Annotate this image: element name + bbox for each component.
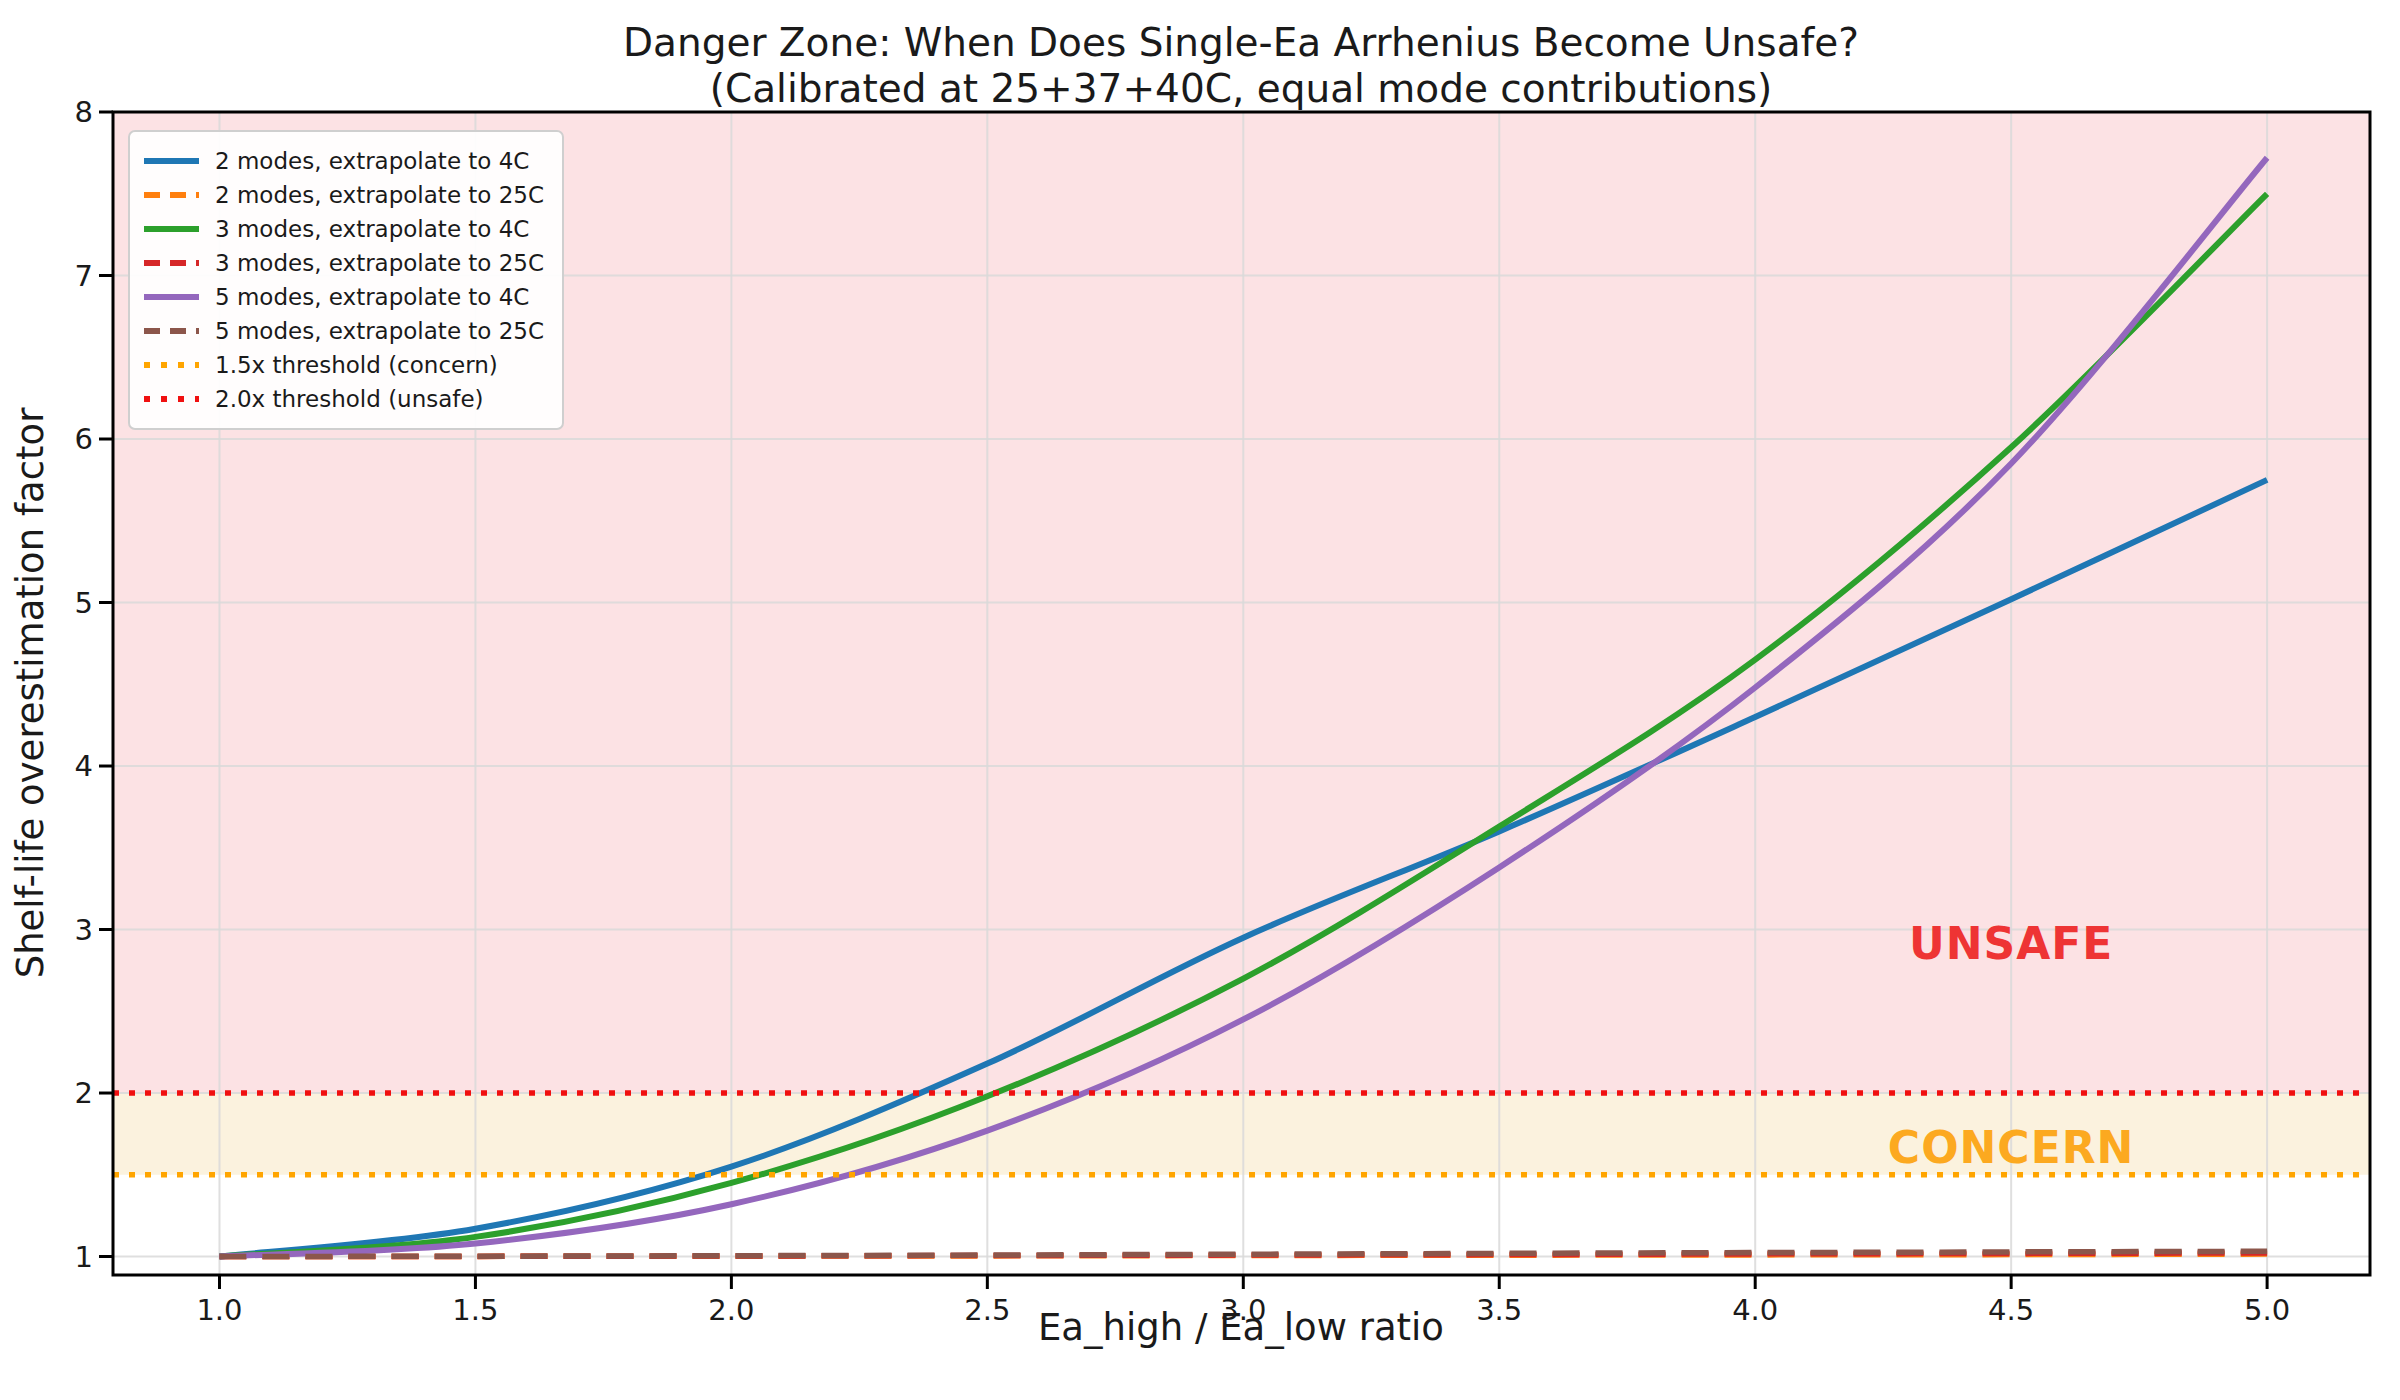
x-tick-label: 4.5 <box>1988 1293 2034 1327</box>
legend-item: 5 modes, extrapolate to 25C <box>144 314 544 348</box>
y-tick-label: 5 <box>75 586 93 620</box>
legend-swatch-dashed <box>144 328 199 334</box>
y-axis-label: Shelf-life overestimation factor <box>9 408 52 979</box>
legend-item: 1.5x threshold (concern) <box>144 348 544 382</box>
x-tick-label: 4.0 <box>1732 1293 1778 1327</box>
legend-swatch-solid <box>144 226 199 232</box>
chart-title-block: Danger Zone: When Does Single-Ea Arrheni… <box>623 20 1859 112</box>
legend-swatch-dashed <box>144 260 199 266</box>
legend-item: 2 modes, extrapolate to 4C <box>144 144 544 178</box>
legend-swatch-dashed <box>144 192 199 198</box>
legend-label: 2 modes, extrapolate to 4C <box>215 148 529 174</box>
y-tick-label: 4 <box>75 749 93 783</box>
legend-item: 3 modes, extrapolate to 25C <box>144 246 544 280</box>
legend-swatch-solid <box>144 158 199 164</box>
y-tick-label: 1 <box>75 1240 93 1274</box>
y-tick-label: 8 <box>75 95 93 129</box>
legend-item: 2.0x threshold (unsafe) <box>144 382 544 416</box>
chart-subtitle: (Calibrated at 25+37+40C, equal mode con… <box>623 66 1859 112</box>
x-tick-label: 3.5 <box>1476 1293 1522 1327</box>
y-tick-label: 7 <box>75 259 93 293</box>
legend-item: 5 modes, extrapolate to 4C <box>144 280 544 314</box>
x-tick-label: 3.0 <box>1220 1293 1266 1327</box>
legend-label: 3 modes, extrapolate to 25C <box>215 250 544 276</box>
annotation-concern: CONCERN <box>1888 1121 2135 1172</box>
legend-swatch-dotted <box>144 362 199 368</box>
chart-title: Danger Zone: When Does Single-Ea Arrheni… <box>623 20 1859 66</box>
legend: 2 modes, extrapolate to 4C 2 modes, extra… <box>128 130 564 430</box>
x-tick-label: 2.5 <box>964 1293 1010 1327</box>
legend-label: 2 modes, extrapolate to 25C <box>215 182 544 208</box>
y-tick-label: 3 <box>75 913 93 947</box>
legend-label: 1.5x threshold (concern) <box>215 352 498 378</box>
legend-label: 3 modes, extrapolate to 4C <box>215 216 529 242</box>
legend-item: 2 modes, extrapolate to 25C <box>144 178 544 212</box>
x-tick-label: 2.0 <box>708 1293 754 1327</box>
legend-label: 2.0x threshold (unsafe) <box>215 386 484 412</box>
legend-label: 5 modes, extrapolate to 4C <box>215 284 529 310</box>
legend-item: 3 modes, extrapolate to 4C <box>144 212 544 246</box>
y-tick-label: 2 <box>75 1076 93 1110</box>
x-tick-label: 1.5 <box>452 1293 498 1327</box>
x-tick-label: 1.0 <box>196 1293 242 1327</box>
legend-swatch-dotted <box>144 396 199 402</box>
annotation-unsafe: UNSAFE <box>1909 917 2113 968</box>
y-tick-label: 6 <box>75 422 93 456</box>
figure: Danger Zone: When Does Single-Ea Arrheni… <box>0 0 2400 1400</box>
legend-swatch-solid <box>144 294 199 300</box>
legend-label: 5 modes, extrapolate to 25C <box>215 318 544 344</box>
x-tick-label: 5.0 <box>2244 1293 2290 1327</box>
